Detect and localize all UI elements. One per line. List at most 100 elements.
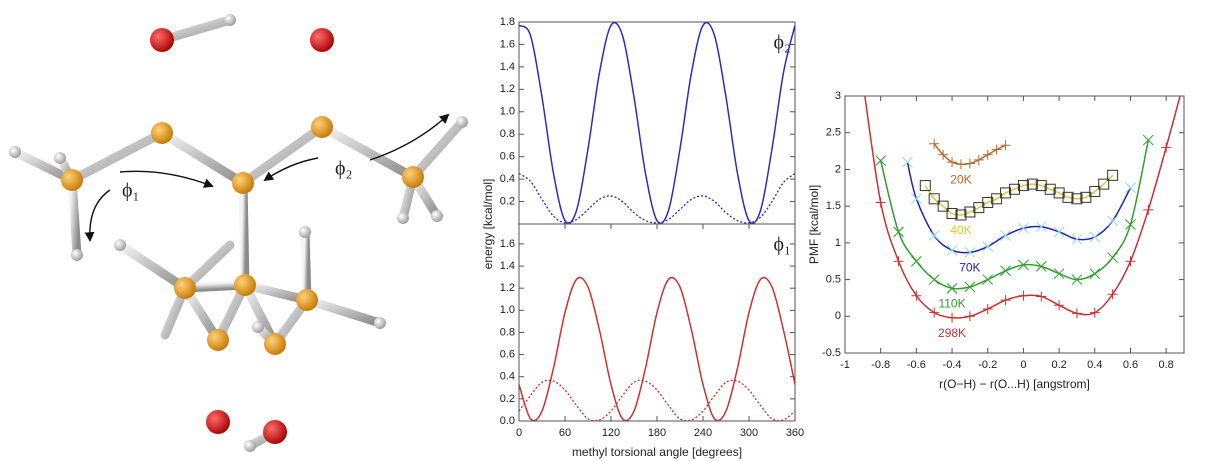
marker [965,282,975,292]
y-axis-label: energy [kcal/mol] [481,179,495,270]
series-line [519,278,795,421]
y-tick-label: 1.6 [500,238,515,250]
y-tick-label: 1.0 [500,106,515,118]
marker [894,256,904,266]
marker [876,156,886,166]
marker [911,194,921,204]
series-line [519,174,795,224]
x-tick-label: 360 [786,427,804,439]
marker [929,231,939,241]
marker [876,197,886,207]
x-tick-label: -0.8 [871,359,890,371]
x-tick-label: 0.8 [1159,359,1174,371]
x-tick-label: 0.2 [1051,359,1066,371]
x-tick-label: 0.6 [1123,359,1138,371]
x-axis-label: r(O−H) − r(O...H) [angstrom] [939,377,1090,391]
marker [1054,269,1064,279]
y-tick-label: 1 [835,237,841,249]
marker [956,159,966,169]
marker [1001,231,1011,241]
marker [1001,266,1011,276]
marker [947,157,957,167]
plot-frame [519,22,795,224]
x-tick-label: 180 [648,427,666,439]
x-tick-label: 60 [559,427,571,439]
y-tick-label: 1.4 [500,61,515,73]
marker [1090,232,1100,242]
series-line [519,380,795,420]
y-tick-label: 2.5 [826,127,841,139]
y-axis-label: PMF [kcal/mol] [807,185,821,264]
marker [965,159,975,169]
y-tick-label: 1.5 [826,200,841,212]
y-tick-label: 0.4 [500,173,515,185]
marker [1001,295,1011,305]
marker [992,145,1002,155]
series-label: 70K [959,261,980,275]
marker [1036,291,1046,301]
marker [1090,269,1100,279]
marker [947,245,957,255]
y-tick-label: -0.5 [822,347,841,359]
marker [1143,205,1153,215]
y-tick-label: 1.2 [500,83,515,95]
marker [1108,253,1118,263]
marker [929,275,939,285]
y-tick-label: 1.6 [500,38,515,50]
y-tick-label: 2 [835,163,841,175]
marker [1036,261,1046,271]
series-label: 20K [950,172,971,186]
x-tick-label: -0.2 [978,359,997,371]
marker [1072,308,1082,318]
marker [1054,300,1064,310]
x-tick-label: 0 [516,427,522,439]
marker [965,311,975,321]
series-line [881,140,1149,289]
y-tick-label: 0.0 [500,415,515,427]
torsion-label: ϕ₂ [335,158,353,180]
marker [983,150,993,160]
marker [1001,140,1011,150]
marker [911,256,921,266]
marker [1108,216,1118,226]
x-tick-label: 240 [694,427,712,439]
x-tick-label: -1 [840,359,850,371]
marker [1125,256,1135,266]
x-tick-label: 0 [1020,359,1026,371]
marker [1108,289,1118,299]
series-label: 110K [938,297,965,311]
chart: 0.00.20.40.60.81.01.21.41.60601201802403… [500,224,804,459]
figure: ϕ₁ ϕ₂ 0.2 0.4 0.6 0.8 1.0 1.2 1.4 1.6 1.8 energy … [0,0,1226,461]
marker [1125,183,1135,193]
y-tick-label: 1.0 [500,304,515,316]
series-line [519,23,795,224]
marker [983,242,993,252]
plot-frame [519,224,795,421]
marker [947,313,957,323]
x-tick-label: 120 [602,427,620,439]
plot-area [519,23,795,224]
x-tick-label: 300 [740,427,758,439]
charts: 0.2 0.4 0.6 0.8 1.0 1.2 1.4 1.6 1.8 energy [kcal/… [481,16,1189,459]
y-tick-label: 1.4 [500,260,515,272]
y-tick-label: 1.2 [500,282,515,294]
series-label: 40K [950,223,971,237]
y-tick-label: 0.6 [500,349,515,361]
rotation-arrow [90,190,110,240]
y-tick-label: 1.8 [500,16,515,28]
series-label: 298K [938,326,966,340]
marker [983,275,993,285]
molecule: ϕ₁ ϕ₂ [9,14,468,452]
plot-area [858,76,1189,322]
y-tick-label: 0 [835,310,841,322]
plot-area [519,278,795,421]
marker [983,304,993,314]
y-tick-label: 0.4 [500,371,515,383]
y-tick-label: 0.5 [826,273,841,285]
marker [1179,76,1189,86]
marker [974,155,984,165]
y-tick-label: 0.8 [500,326,515,338]
marker [894,227,904,237]
